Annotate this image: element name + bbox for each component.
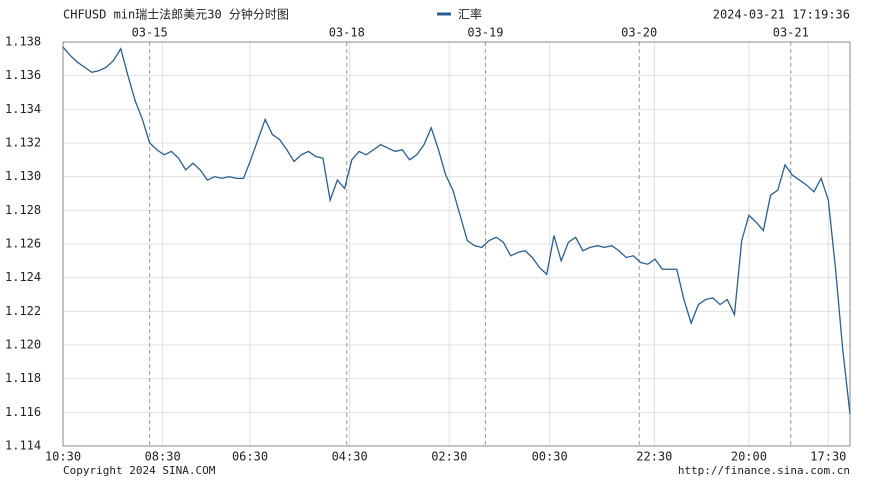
plot-frame (62, 41, 851, 447)
source-url: http://finance.sina.com.cn (678, 464, 850, 477)
y-tick-label: 1.136 (5, 68, 41, 82)
y-tick-label: 1.118 (5, 371, 41, 385)
price-line (62, 46, 851, 415)
y-tick-label: 1.138 (5, 35, 41, 49)
y-tick-label: 1.120 (5, 338, 41, 352)
y-tick-label: 1.126 (5, 237, 41, 251)
x-tick-label: 10:30 (45, 450, 81, 464)
y-tick-label: 1.128 (5, 203, 41, 217)
y-tick-label: 1.122 (5, 304, 41, 318)
x-tick-label: 17:30 (810, 450, 846, 464)
date-label: 03-15 (132, 26, 168, 40)
y-tick-label: 1.124 (5, 270, 41, 284)
x-tick-label: 00:30 (532, 450, 568, 464)
copyright: Copyright 2024 SINA.COM (63, 464, 216, 477)
legend-label: 汇率 (458, 7, 482, 22)
x-tick-label: 06:30 (232, 450, 268, 464)
x-tick-label: 20:00 (731, 450, 767, 464)
x-tick-label: 02:30 (431, 450, 467, 464)
y-tick-label: 1.130 (5, 169, 41, 183)
date-label: 03-21 (773, 26, 809, 40)
date-label: 03-20 (621, 26, 657, 40)
date-label: 03-19 (467, 26, 503, 40)
chart-title: CHFUSD min瑞士法郎美元30 分钟分时图 (63, 7, 289, 22)
y-tick-label: 1.132 (5, 136, 41, 150)
y-tick-label: 1.134 (5, 102, 41, 116)
x-tick-label: 08:30 (145, 450, 181, 464)
date-label: 03-18 (329, 26, 365, 40)
y-tick-label: 1.116 (5, 405, 41, 419)
y-tick-label: 1.114 (5, 439, 41, 453)
x-tick-label: 22:30 (636, 450, 672, 464)
timestamp: 2024-03-21 17:19:36 (713, 8, 850, 22)
x-tick-label: 04:30 (332, 450, 368, 464)
